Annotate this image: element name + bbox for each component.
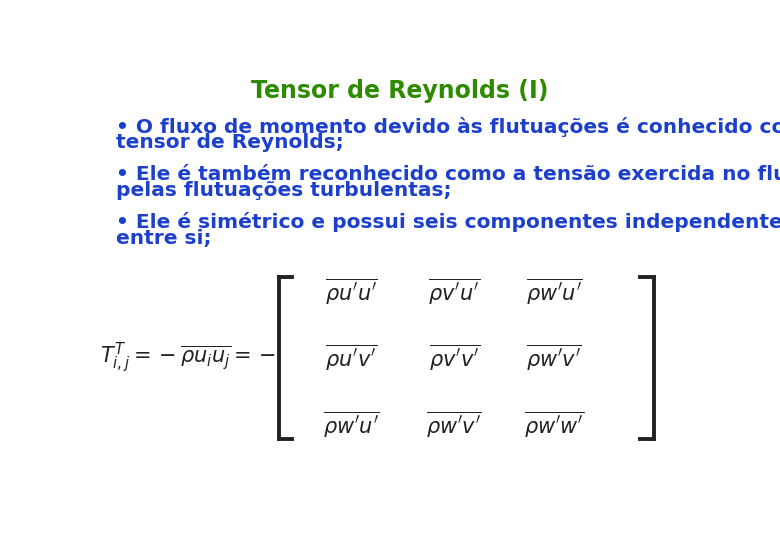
Text: $\overline{\rho w'u'}$: $\overline{\rho w'u'}$ — [526, 276, 582, 307]
Text: $\overline{\rho u'v'}$: $\overline{\rho u'v'}$ — [325, 343, 378, 373]
Text: • O fluxo de momento devido às flutuações é conhecido como o: • O fluxo de momento devido às flutuaçõe… — [115, 117, 780, 137]
Text: $\overline{\rho u'u'}$: $\overline{\rho u'u'}$ — [325, 276, 378, 307]
Text: $\overline{\rho v'v'}$: $\overline{\rho v'v'}$ — [428, 343, 480, 373]
Text: Tensor de Reynolds (I): Tensor de Reynolds (I) — [251, 79, 548, 103]
Text: tensor de Reynolds;: tensor de Reynolds; — [115, 133, 343, 152]
Text: pelas flutuações turbulentas;: pelas flutuações turbulentas; — [115, 181, 451, 200]
Text: $\overline{\rho v'u'}$: $\overline{\rho v'u'}$ — [428, 276, 480, 307]
Text: $\overline{\rho w'u'}$: $\overline{\rho w'u'}$ — [323, 409, 380, 440]
Text: • Ele é também reconhecido como a tensão exercida no fluido: • Ele é também reconhecido como a tensão… — [115, 165, 780, 184]
Text: $\overline{\rho w'v'}$: $\overline{\rho w'v'}$ — [526, 343, 582, 373]
Text: • Ele é simétrico e possui seis componentes independentes: • Ele é simétrico e possui seis componen… — [115, 212, 780, 232]
Text: entre si;: entre si; — [115, 229, 211, 248]
Text: $T_{i,j}^{T} = -\overline{\rho u_i u_j} = -$: $T_{i,j}^{T} = -\overline{\rho u_i u_j} … — [100, 341, 276, 375]
Text: $\overline{\rho w'v'}$: $\overline{\rho w'v'}$ — [426, 409, 482, 440]
Text: $\overline{\rho w'w'}$: $\overline{\rho w'w'}$ — [523, 409, 584, 440]
